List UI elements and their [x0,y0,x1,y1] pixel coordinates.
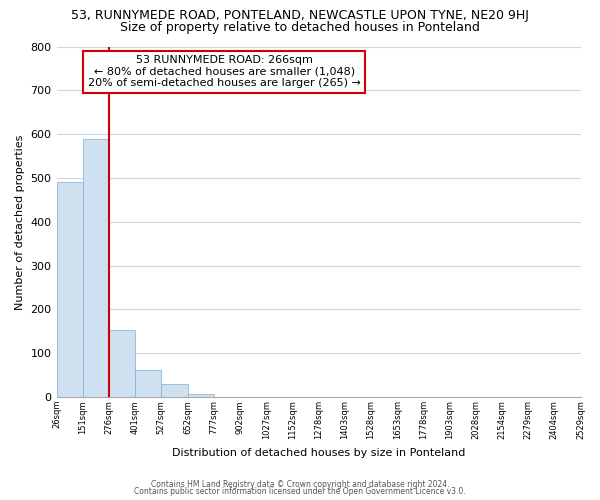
Bar [188,394,214,397]
Text: 53 RUNNYMEDE ROAD: 266sqm
← 80% of detached houses are smaller (1,048)
20% of se: 53 RUNNYMEDE ROAD: 266sqm ← 80% of detac… [88,56,361,88]
Bar [135,370,161,397]
Text: 53, RUNNYMEDE ROAD, PONTELAND, NEWCASTLE UPON TYNE, NE20 9HJ: 53, RUNNYMEDE ROAD, PONTELAND, NEWCASTLE… [71,9,529,22]
Bar [56,182,83,397]
Text: Size of property relative to detached houses in Ponteland: Size of property relative to detached ho… [120,21,480,34]
Bar [83,138,109,397]
Y-axis label: Number of detached properties: Number of detached properties [15,134,25,310]
Text: Contains HM Land Registry data © Crown copyright and database right 2024.: Contains HM Land Registry data © Crown c… [151,480,449,489]
Bar [109,330,135,397]
X-axis label: Distribution of detached houses by size in Ponteland: Distribution of detached houses by size … [172,448,465,458]
Text: Contains public sector information licensed under the Open Government Licence v3: Contains public sector information licen… [134,487,466,496]
Bar [161,384,188,397]
